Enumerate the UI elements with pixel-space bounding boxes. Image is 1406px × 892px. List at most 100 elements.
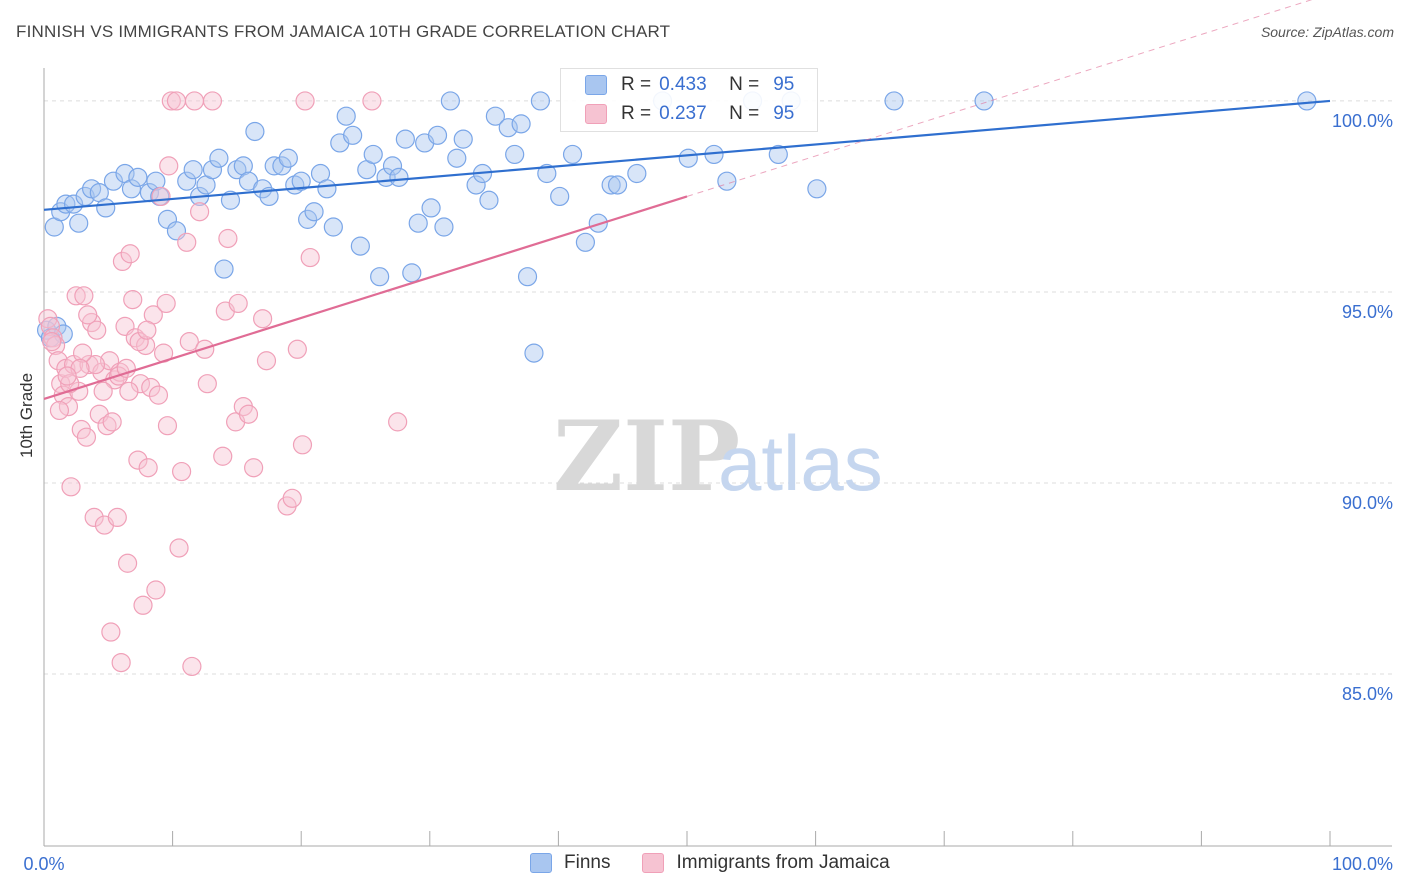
jamaica-point [117,553,138,573]
jamaica-point [177,232,197,252]
source-label: Source: ZipAtlas.com [1260,24,1394,40]
jamaica-point [202,91,223,111]
series-legend-jamaica[interactable]: Immigrants from Jamaica [642,852,890,874]
jamaica-point [282,488,302,508]
jamaica-point [129,332,149,352]
jamaica-point [295,91,315,111]
legend-n-label: N = [729,74,760,95]
finns-point [408,213,428,233]
finns-point [278,148,298,168]
finns-point [291,171,311,191]
finns-point [323,217,343,237]
jamaica-point [292,435,313,455]
jamaica-point [93,381,113,401]
jamaica-point [66,286,86,306]
finns-point [588,213,608,233]
jamaica-point [218,228,238,249]
legend-row-jamaica: R = 0.237 N = 95 [585,102,794,126]
watermark-zip: ZIP [553,400,740,513]
jamaica-point [184,91,205,111]
jamaica-point [300,247,320,268]
jamaica-point [156,293,176,314]
gridlines [44,100,1392,675]
finns-point [1297,91,1317,111]
finns-point [146,171,166,191]
jamaica-point [148,385,169,405]
jamaica-point [253,309,273,329]
jamaica-point [169,538,189,558]
jamaica-point [362,91,382,111]
y-tick-label: 85.0% [1342,684,1393,704]
jamaica-point [101,622,121,642]
jamaica-point [111,652,131,673]
finns-point [336,106,356,126]
jamaica-point [133,595,153,615]
y-tick-label: 100.0% [1332,111,1393,131]
finns-point [607,175,628,195]
finns-point [575,232,596,252]
jamaica-point [60,374,80,394]
finns-point [202,160,223,180]
jamaica-trend-line [43,195,688,401]
correlation-legend: R = 0.433 N = 95 R = 0.237 N = 95 [560,68,818,132]
chart-title: FINNISH VS IMMIGRANTS FROM JAMAICA 10TH … [16,22,671,41]
finns-point [183,160,203,180]
jamaica-point [146,580,166,600]
finns-point [511,114,531,134]
finns-point [389,167,409,187]
jamaica-point [213,446,233,466]
legend-n-value-finns: 95 [773,74,795,95]
finns-point [343,125,363,145]
jamaica-point [72,343,93,363]
jamaica-point [125,328,145,348]
legend-r-label: R = [621,103,652,124]
y-tick-label: 95.0% [1342,302,1393,322]
finns-point [627,163,647,184]
finns-points [36,91,1317,363]
jamaica-point [182,656,202,677]
y-tick-labels: 85.0% 90.0% 95.0% 100.0% [1332,111,1393,704]
series-legend-finns[interactable]: Finns [530,852,610,874]
jamaica-point [40,316,61,336]
finns-point [427,125,448,145]
finns-point [370,267,390,287]
jamaica-point [138,458,158,478]
finns-point [524,343,544,363]
finns-point [479,190,499,210]
jamaica-point [57,366,77,386]
jamaica-point [190,202,210,222]
finns-point [298,209,318,229]
jamaica-point [123,290,143,310]
jamaica-point [87,320,107,340]
finns-point [884,91,904,111]
legend-r-value-finns: 0.433 [659,74,707,95]
y-tick-label: 90.0% [1342,493,1393,513]
jamaica-point [137,320,157,340]
jamaica-point [45,335,66,356]
jamaica-point [85,354,106,375]
jamaica-point [102,412,122,432]
jamaica-point [244,458,264,478]
finns-point [402,263,422,283]
trend-lines [43,0,1331,401]
finns-point [550,186,570,207]
finns-point [103,171,124,191]
jamaica-point [42,332,62,352]
jamaica-point [141,377,161,398]
series-name-jamaica: Immigrants from Jamaica [676,852,890,873]
legend-r-value-jamaica: 0.237 [659,103,707,124]
finns-point [498,118,518,138]
finns-point [517,267,538,287]
jamaica-point [112,251,133,272]
finns-point [220,190,241,210]
finns-point [363,144,383,165]
jamaica-point [97,416,117,436]
finns-point [678,148,698,168]
jamaica-point [159,156,179,176]
jamaica-point [84,507,104,528]
x-tick-label: 100.0% [1332,854,1393,874]
finns-point [245,121,265,142]
jamaica-point [49,400,70,421]
finns-point [717,171,737,191]
